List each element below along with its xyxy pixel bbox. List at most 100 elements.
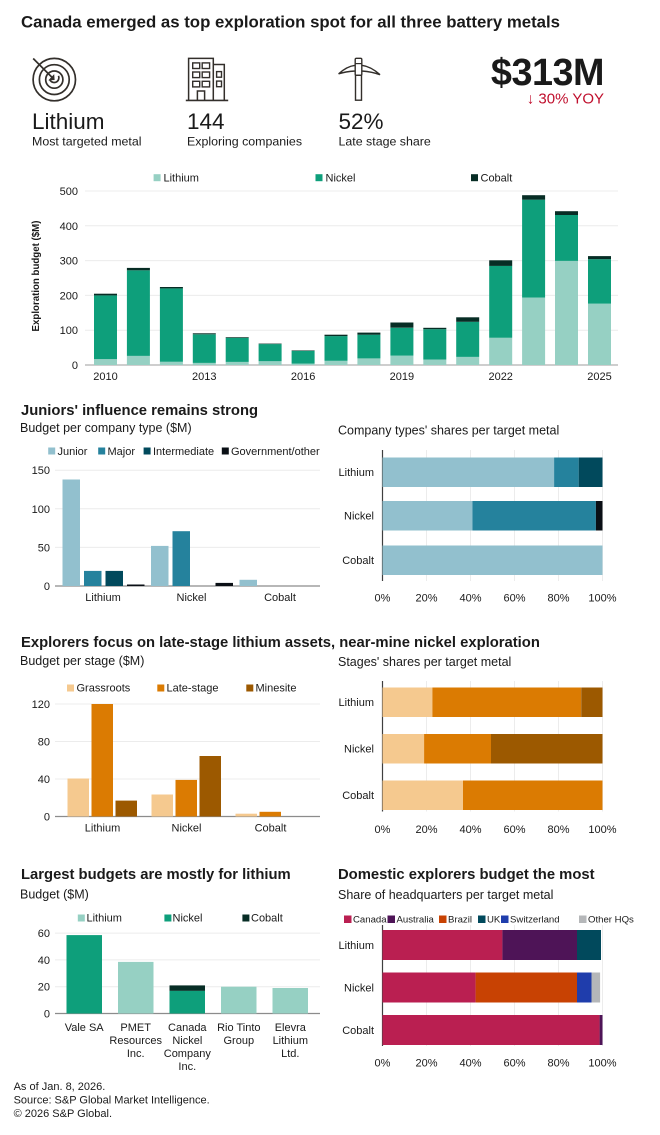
svg-text:Canada emerged as top explorat: Canada emerged as top exploration spot f… xyxy=(21,13,560,32)
svg-text:Largest budgets are mostly for: Largest budgets are mostly for lithium xyxy=(21,867,291,883)
svg-text:300: 300 xyxy=(60,256,78,268)
svg-text:Budget ($M): Budget ($M) xyxy=(20,888,89,902)
svg-text:100%: 100% xyxy=(588,1058,616,1070)
svg-text:20%: 20% xyxy=(415,593,437,605)
svg-text:Most targeted metal: Most targeted metal xyxy=(32,135,142,149)
svg-text:Cobalt: Cobalt xyxy=(264,592,296,604)
svg-text:2025: 2025 xyxy=(587,371,611,383)
svg-text:60%: 60% xyxy=(503,824,525,836)
svg-text:Elevra: Elevra xyxy=(275,1022,307,1034)
svg-text:Ltd.: Ltd. xyxy=(281,1048,299,1060)
svg-text:Lithium: Lithium xyxy=(339,467,374,479)
svg-text:Major: Major xyxy=(108,446,136,458)
svg-text:Australia: Australia xyxy=(397,915,435,926)
svg-text:Lithium: Lithium xyxy=(32,109,105,134)
svg-text:Inc.: Inc. xyxy=(127,1048,145,1060)
svg-text:2022: 2022 xyxy=(488,371,512,383)
svg-text:Nickel: Nickel xyxy=(177,592,207,604)
svg-text:Nickel: Nickel xyxy=(173,913,203,925)
svg-text:Juniors' influence remains str: Juniors' influence remains strong xyxy=(21,403,258,419)
svg-text:0%: 0% xyxy=(375,824,391,836)
svg-text:60: 60 xyxy=(38,928,50,940)
svg-text:Stages' shares per target meta: Stages' shares per target metal xyxy=(338,655,511,669)
svg-text:Cobalt: Cobalt xyxy=(342,790,374,802)
svg-text:Source: S&P Global Market Inte: Source: S&P Global Market Intelligence. xyxy=(14,1095,210,1107)
svg-text:0: 0 xyxy=(44,581,50,593)
svg-text:500: 500 xyxy=(60,186,78,198)
svg-text:80%: 80% xyxy=(547,593,569,605)
svg-text:100%: 100% xyxy=(588,593,616,605)
svg-text:40%: 40% xyxy=(459,593,481,605)
svg-text:Resources: Resources xyxy=(109,1035,162,1047)
svg-text:Lithium: Lithium xyxy=(85,592,120,604)
svg-text:Nickel: Nickel xyxy=(172,823,202,835)
svg-text:UK: UK xyxy=(487,915,501,926)
svg-text:Lithium: Lithium xyxy=(273,1035,308,1047)
svg-text:120: 120 xyxy=(32,699,50,711)
svg-text:Nickel: Nickel xyxy=(344,983,374,995)
svg-text:Company types' shares per targ: Company types' shares per target metal xyxy=(338,424,559,438)
svg-text:144: 144 xyxy=(187,109,225,134)
svg-text:Government/other: Government/other xyxy=(231,446,320,458)
svg-text:Inc.: Inc. xyxy=(178,1061,196,1073)
svg-text:Budget per company type ($M): Budget per company type ($M) xyxy=(20,421,192,435)
svg-text:Company: Company xyxy=(164,1048,212,1060)
svg-text:20: 20 xyxy=(38,982,50,994)
svg-text:Lithium: Lithium xyxy=(164,173,199,185)
svg-text:↓ 30% YOY: ↓ 30% YOY xyxy=(527,91,604,108)
svg-text:Exploring companies: Exploring companies xyxy=(187,135,302,149)
svg-text:40: 40 xyxy=(38,955,50,967)
svg-text:Late-stage: Late-stage xyxy=(167,683,219,695)
svg-text:52%: 52% xyxy=(339,109,384,134)
svg-text:Nickel: Nickel xyxy=(344,511,374,523)
svg-text:Lithium: Lithium xyxy=(85,823,120,835)
svg-text:80: 80 xyxy=(38,737,50,749)
svg-text:60%: 60% xyxy=(503,593,525,605)
svg-text:2013: 2013 xyxy=(192,371,216,383)
svg-text:100: 100 xyxy=(32,504,50,516)
svg-text:2016: 2016 xyxy=(291,371,315,383)
svg-text:Nickel: Nickel xyxy=(326,173,356,185)
svg-text:50: 50 xyxy=(38,542,50,554)
svg-text:Domestic explorers budget the: Domestic explorers budget the most xyxy=(338,867,595,883)
svg-text:As of Jan. 8, 2026.: As of Jan. 8, 2026. xyxy=(14,1081,106,1093)
svg-text:400: 400 xyxy=(60,221,78,233)
svg-text:2019: 2019 xyxy=(390,371,414,383)
svg-text:40%: 40% xyxy=(459,824,481,836)
svg-text:200: 200 xyxy=(60,290,78,302)
svg-text:Other HQs: Other HQs xyxy=(588,915,634,926)
svg-text:Brazil: Brazil xyxy=(448,915,472,926)
svg-text:Canada: Canada xyxy=(168,1022,207,1034)
svg-text:40%: 40% xyxy=(459,1058,481,1070)
svg-text:Late stage share: Late stage share xyxy=(339,135,431,149)
svg-text:Lithium: Lithium xyxy=(339,697,374,709)
svg-text:Lithium: Lithium xyxy=(87,913,122,925)
svg-text:Cobalt: Cobalt xyxy=(251,913,283,925)
svg-text:20%: 20% xyxy=(415,1058,437,1070)
svg-text:Intermediate: Intermediate xyxy=(153,446,214,458)
svg-text:Cobalt: Cobalt xyxy=(342,555,374,567)
svg-text:0: 0 xyxy=(44,1009,50,1021)
svg-text:Budget per stage ($M): Budget per stage ($M) xyxy=(20,654,144,668)
svg-text:Junior: Junior xyxy=(58,446,88,458)
svg-text:Switzerland: Switzerland xyxy=(510,915,560,926)
svg-text:Group: Group xyxy=(224,1035,255,1047)
svg-text:40: 40 xyxy=(38,774,50,786)
svg-text:100%: 100% xyxy=(588,824,616,836)
svg-text:80%: 80% xyxy=(547,1058,569,1070)
svg-text:2010: 2010 xyxy=(93,371,117,383)
svg-text:Share of headquarters per targ: Share of headquarters per target metal xyxy=(338,888,553,902)
svg-text:Exploration budget ($M): Exploration budget ($M) xyxy=(31,221,42,332)
svg-text:PMET: PMET xyxy=(120,1022,151,1034)
svg-text:Grassroots: Grassroots xyxy=(77,683,131,695)
svg-text:Minesite: Minesite xyxy=(256,683,297,695)
svg-text:Lithium: Lithium xyxy=(339,940,374,952)
svg-text:0%: 0% xyxy=(375,1058,391,1070)
svg-text:100: 100 xyxy=(60,325,78,337)
svg-text:Nickel: Nickel xyxy=(172,1035,202,1047)
svg-text:$313M: $313M xyxy=(491,52,604,94)
svg-text:Vale SA: Vale SA xyxy=(65,1022,105,1034)
svg-text:Cobalt: Cobalt xyxy=(481,173,513,185)
svg-text:0%: 0% xyxy=(375,593,391,605)
svg-text:60%: 60% xyxy=(503,1058,525,1070)
